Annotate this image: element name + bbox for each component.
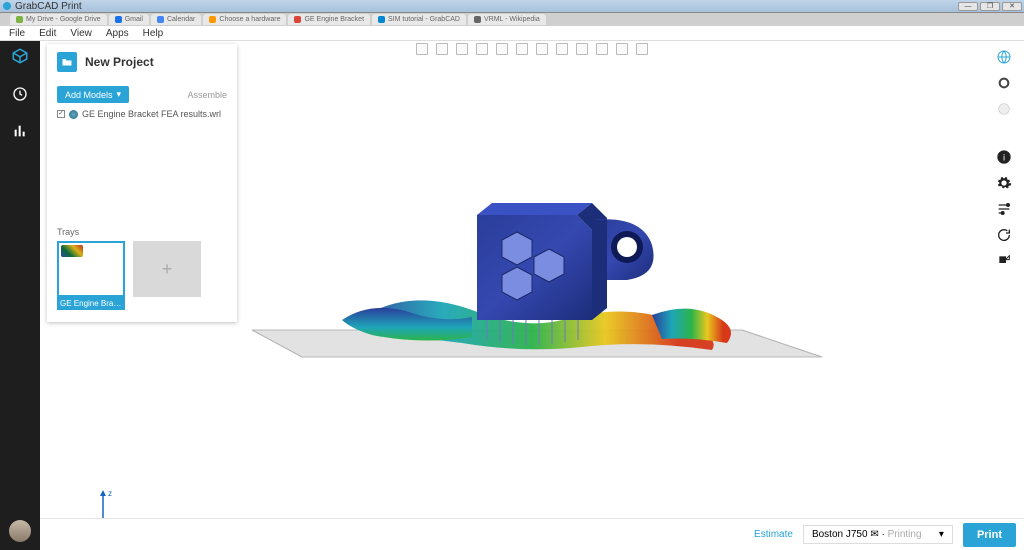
add-tray-button[interactable]: +: [133, 241, 201, 310]
model-list-item[interactable]: ✓ GE Engine Bracket FEA results.wrl: [57, 109, 227, 119]
chevron-down-icon: ▾: [117, 89, 122, 100]
toolbar-view-button[interactable]: [596, 43, 608, 55]
window-close-button[interactable]: ✕: [1002, 2, 1022, 11]
user-avatar[interactable]: [9, 520, 31, 542]
printer-type-icon: ✉: [870, 529, 878, 540]
sidebar-project-icon[interactable]: [11, 47, 29, 68]
print-button[interactable]: Print: [963, 523, 1016, 547]
menu-help[interactable]: Help: [138, 28, 169, 39]
assemble-link[interactable]: Assemble: [187, 90, 227, 100]
chevron-down-icon: ▾: [939, 529, 944, 540]
browser-tab[interactable]: Gmail: [109, 14, 149, 25]
toolbar-view-button[interactable]: [416, 43, 428, 55]
tray-thumbnail: [61, 245, 83, 257]
menu-view[interactable]: View: [65, 28, 97, 39]
adjust-sliders-icon[interactable]: [996, 201, 1012, 217]
sidebar-stats-icon[interactable]: [12, 123, 28, 142]
toolbar-view-button[interactable]: [496, 43, 508, 55]
main-viewport-area: i New Project Add Models ▾ Assemb: [40, 41, 1024, 550]
project-panel: New Project Add Models ▾ Assemble ✓ GE E…: [47, 44, 237, 322]
add-models-button[interactable]: Add Models ▾: [57, 86, 129, 103]
sidebar-history-icon[interactable]: [12, 86, 28, 105]
estimate-link[interactable]: Estimate: [754, 529, 793, 540]
info-icon[interactable]: i: [996, 149, 1012, 165]
tab-favicon: [209, 16, 216, 23]
model-checkbox[interactable]: ✓: [57, 110, 65, 118]
tab-favicon: [16, 16, 23, 23]
shading-globe-icon[interactable]: [996, 49, 1012, 65]
tray-caption: GE Engine Brac…: [57, 297, 125, 310]
browser-tab[interactable]: SIM tutorial - GrabCAD: [372, 14, 466, 25]
menu-file[interactable]: File: [4, 28, 30, 39]
bottom-bar: Estimate Boston J750 ✉ · Printing ▾ Prin…: [40, 518, 1024, 550]
app-logo-icon: [2, 1, 12, 11]
project-folder-icon: [57, 52, 77, 72]
menu-edit[interactable]: Edit: [34, 28, 61, 39]
toolbar-view-button[interactable]: [476, 43, 488, 55]
browser-tabstrip: My Drive - Google DriveGmailCalendarChoo…: [0, 13, 1024, 26]
left-sidebar: [0, 41, 40, 550]
printer-dropdown[interactable]: Boston J750 ✉ · Printing ▾: [803, 525, 953, 544]
right-tool-column: i: [990, 49, 1018, 269]
refresh-icon[interactable]: [996, 227, 1012, 243]
svg-text:z: z: [108, 489, 112, 498]
tab-favicon: [115, 16, 122, 23]
trays-label: Trays: [57, 227, 227, 237]
toolbar-view-button[interactable]: [516, 43, 528, 55]
toolbar-view-button[interactable]: [456, 43, 468, 55]
browser-tab[interactable]: VRML - Wikipedia: [468, 14, 546, 25]
browser-tab[interactable]: Choose a hardware: [203, 14, 286, 25]
window-maximize-button[interactable]: ❐: [980, 2, 1000, 11]
window-minimize-button[interactable]: —: [958, 2, 978, 11]
browser-tab[interactable]: GE Engine Bracket: [288, 14, 370, 25]
tab-favicon: [378, 16, 385, 23]
toolbar-view-button[interactable]: [636, 43, 648, 55]
tray-item[interactable]: GE Engine Brac…: [57, 241, 125, 310]
tab-favicon: [157, 16, 164, 23]
window-titlebar: GrabCAD Print — ❐ ✕: [0, 0, 1024, 13]
model-filename: GE Engine Bracket FEA results.wrl: [82, 109, 221, 119]
toolbar-view-button[interactable]: [436, 43, 448, 55]
tab-favicon: [474, 16, 481, 23]
tab-favicon: [294, 16, 301, 23]
toolbar-view-button[interactable]: [536, 43, 548, 55]
menu-apps[interactable]: Apps: [101, 28, 134, 39]
browser-tab[interactable]: Calendar: [151, 14, 201, 25]
settings-gear-icon[interactable]: [996, 175, 1012, 191]
view-toolbar: [416, 43, 648, 55]
export-icon[interactable]: [996, 253, 1012, 269]
vrml-file-icon: [69, 110, 78, 119]
toolbar-view-button[interactable]: [616, 43, 628, 55]
browser-tab[interactable]: My Drive - Google Drive: [10, 14, 107, 25]
project-title: New Project: [85, 55, 154, 69]
toolbar-view-button[interactable]: [556, 43, 568, 55]
toolbar-view-button[interactable]: [576, 43, 588, 55]
svg-text:i: i: [1003, 152, 1005, 162]
window-title: GrabCAD Print: [15, 1, 82, 12]
shading-solid-icon[interactable]: [996, 75, 1012, 91]
menu-bar: File Edit View Apps Help: [0, 26, 1024, 41]
shading-wire-icon[interactable]: [996, 101, 1012, 117]
